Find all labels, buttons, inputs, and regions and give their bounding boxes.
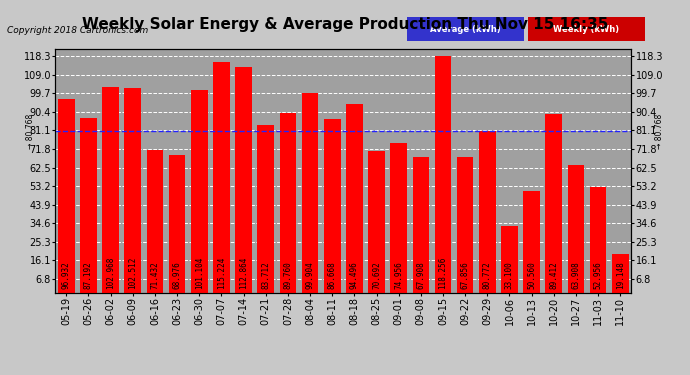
Bar [413,157,429,292]
Text: 102.512: 102.512 [128,256,137,288]
Text: 112.864: 112.864 [239,256,248,288]
Bar [368,151,385,292]
Text: 83.712: 83.712 [262,261,270,288]
Text: 50.560: 50.560 [527,261,536,288]
Text: 86.668: 86.668 [328,261,337,288]
Text: 80.772: 80.772 [483,261,492,288]
Text: 67.908: 67.908 [416,261,425,288]
Bar [568,165,584,292]
Text: 101.104: 101.104 [195,256,204,288]
Bar [302,93,318,292]
Bar [501,226,518,292]
Text: 102.968: 102.968 [106,256,115,288]
Bar [457,157,473,292]
Text: 94.496: 94.496 [350,261,359,288]
Bar [58,99,75,292]
Text: → 80.768: → 80.768 [655,114,664,149]
Text: 118.256: 118.256 [438,256,448,288]
Bar [213,62,230,292]
Text: 96.932: 96.932 [62,261,71,288]
Bar [102,87,119,292]
Bar [391,143,407,292]
Bar [191,90,208,292]
Text: 115.224: 115.224 [217,256,226,288]
Text: 74.956: 74.956 [394,261,403,288]
Bar [346,104,363,292]
Bar [257,125,274,292]
Bar [80,118,97,292]
Text: 87.192: 87.192 [84,261,93,288]
Bar [479,131,495,292]
Text: 67.856: 67.856 [461,261,470,288]
Text: Weekly (kWh): Weekly (kWh) [553,25,620,34]
Bar [124,88,141,292]
Text: 89.760: 89.760 [284,261,293,288]
Text: → 80.768: → 80.768 [26,114,34,149]
Bar [324,119,340,292]
Bar [612,254,629,292]
Bar [546,114,562,292]
Bar [435,56,451,292]
Bar [523,192,540,292]
Text: 52.956: 52.956 [593,261,602,288]
Text: 70.692: 70.692 [372,261,381,288]
Text: 99.904: 99.904 [306,261,315,288]
Text: 71.432: 71.432 [150,261,159,288]
Bar [235,67,252,292]
Text: 68.976: 68.976 [172,261,181,288]
Bar [590,187,607,292]
Bar [146,150,164,292]
Text: 19.148: 19.148 [615,261,624,288]
Text: Weekly Solar Energy & Average Production Thu Nov 15 16:35: Weekly Solar Energy & Average Production… [82,17,608,32]
Text: 89.412: 89.412 [549,261,558,288]
Bar [279,113,296,292]
Text: 63.908: 63.908 [571,261,580,288]
Bar [169,155,186,292]
Text: 33.100: 33.100 [505,261,514,288]
Text: Average (kWh): Average (kWh) [431,25,501,34]
Text: Copyright 2018 Cartronics.com: Copyright 2018 Cartronics.com [7,26,148,35]
